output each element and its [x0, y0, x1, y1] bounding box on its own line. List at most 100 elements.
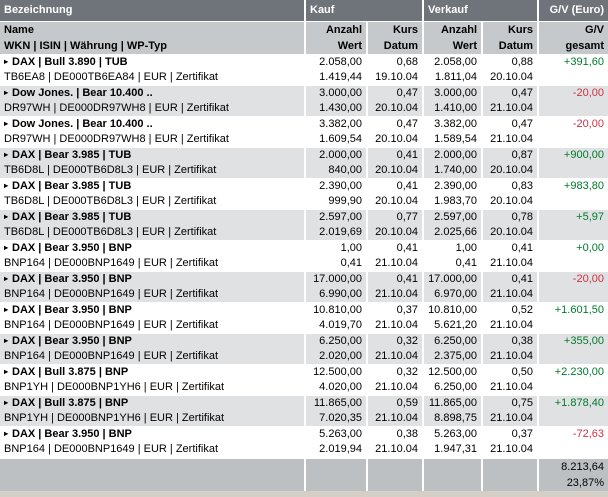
expand-arrow-icon[interactable]: ▸	[4, 88, 9, 97]
position-name-cell[interactable]: ▸ Dow Jones. | Bear 10.400 .. DR97WH | DE…	[0, 117, 304, 147]
kauf-kurs: 0,47	[396, 118, 418, 130]
kauf-anzahl: 5.263,00	[319, 428, 362, 440]
table-row[interactable]: ▸ DAX | Bull 3.875 | BNP BNP1YH | DE000BN…	[0, 365, 608, 395]
verkauf-anzahl-wert-cell: 10.810,00 5.621,20	[422, 303, 481, 333]
table-row[interactable]: ▸ DAX | Bear 3.985 | TUB TB6D8L | DE000TB…	[0, 148, 608, 178]
expand-arrow-icon[interactable]: ▸	[4, 398, 9, 407]
footer-gv-cell: 8.213,64 23,87%	[537, 459, 608, 491]
expand-arrow-icon[interactable]: ▸	[4, 429, 9, 438]
kauf-anzahl-wert-cell: 17.000,00 6.990,00	[304, 272, 366, 302]
verkauf-kurs-datum-cell: 0,83 20.10.04	[481, 179, 537, 209]
gv-cell: +983,80	[537, 179, 608, 209]
position-name-cell[interactable]: ▸ Dow Jones. | Bear 10.400 .. DR97WH | DE…	[0, 86, 304, 116]
table-row[interactable]: ▸ DAX | Bear 3.985 | TUB TB6D8L | DE000TB…	[0, 179, 608, 209]
position-name-cell[interactable]: ▸ DAX | Bear 3.985 | TUB TB6D8L | DE000TB…	[0, 148, 304, 178]
expand-arrow-icon[interactable]: ▸	[4, 119, 9, 128]
position-name-cell[interactable]: ▸ DAX | Bear 3.950 | BNP BNP164 | DE000BN…	[0, 303, 304, 333]
expand-arrow-icon[interactable]: ▸	[4, 336, 9, 345]
position-name-cell[interactable]: ▸ DAX | Bear 3.985 | TUB TB6D8L | DE000TB…	[0, 179, 304, 209]
kauf-datum: 19.10.04	[375, 71, 418, 83]
kauf-kurs: 0,32	[396, 335, 418, 347]
position-name: DAX | Bear 3.950 | BNP	[12, 242, 132, 254]
verkauf-anzahl: 12.500,00	[428, 366, 477, 378]
table-row[interactable]: ▸ DAX | Bear 3.950 | BNP BNP164 | DE000BN…	[0, 334, 608, 364]
verkauf-anzahl: 1,00	[455, 242, 477, 254]
table-row[interactable]: ▸ Dow Jones. | Bear 10.400 .. DR97WH | DE…	[0, 86, 608, 116]
expand-arrow-icon[interactable]: ▸	[4, 150, 9, 159]
gv-cell: -20,00	[537, 86, 608, 116]
position-name-cell[interactable]: ▸ DAX | Bear 3.950 | BNP BNP164 | DE000BN…	[0, 334, 304, 364]
verkauf-kurs-datum-cell: 0,78 20.10.04	[481, 210, 537, 240]
table-row[interactable]: ▸ Dow Jones. | Bear 10.400 .. DR97WH | DE…	[0, 117, 608, 147]
kauf-datum: 21.10.04	[375, 288, 418, 300]
verkauf-wert: 1.983,70	[434, 195, 477, 207]
verkauf-kurs: 0,52	[511, 304, 533, 316]
gv-cell: +391,60	[537, 55, 608, 85]
kauf-datum: 21.10.04	[375, 381, 418, 393]
kauf-anzahl-wert-cell: 1,00 0,41	[304, 241, 366, 271]
verkauf-kurs: 0,75	[511, 397, 533, 409]
position-name-cell[interactable]: ▸ DAX | Bear 3.950 | BNP BNP164 | DE000BN…	[0, 241, 304, 271]
verkauf-anzahl-wert-cell: 2.058,00 1.811,04	[422, 55, 481, 85]
kauf-kurs-datum-cell: 0,32 21.10.04	[366, 334, 422, 364]
expand-arrow-icon[interactable]: ▸	[4, 181, 9, 190]
position-name-cell[interactable]: ▸ DAX | Bull 3.875 | BNP BNP1YH | DE000BN…	[0, 365, 304, 395]
expand-arrow-icon[interactable]: ▸	[4, 274, 9, 283]
verkauf-anzahl-wert-cell: 17.000,00 6.970,00	[422, 272, 481, 302]
verkauf-anzahl-wert-cell: 2.597,00 2.025,66	[422, 210, 481, 240]
kauf-datum: 21.10.04	[375, 319, 418, 331]
kauf-wert: 1.419,44	[319, 71, 362, 83]
verkauf-wert: 2.025,66	[434, 226, 477, 238]
verkauf-anzahl-wert-cell: 2.000,00 1.740,00	[422, 148, 481, 178]
verkauf-datum: 21.10.04	[490, 288, 533, 300]
verkauf-wert: 6.970,00	[434, 288, 477, 300]
gv-value: -72,63	[572, 428, 604, 440]
expand-arrow-icon[interactable]: ▸	[4, 367, 9, 376]
table-row[interactable]: ▸ DAX | Bear 3.950 | BNP BNP164 | DE000BN…	[0, 427, 608, 457]
position-name-cell[interactable]: ▸ DAX | Bear 3.985 | TUB TB6D8L | DE000TB…	[0, 210, 304, 240]
gv-cell: +2.230,00	[537, 365, 608, 395]
verkauf-kurs-datum-cell: 0,87 20.10.04	[481, 148, 537, 178]
kauf-anzahl-wert-cell: 2.390,00 999,90	[304, 179, 366, 209]
kauf-kurs: 0,47	[396, 87, 418, 99]
expand-arrow-icon[interactable]: ▸	[4, 57, 9, 66]
subheader-wkn: WKN | ISIN | Währung | WP-Typ	[4, 40, 168, 52]
table-row[interactable]: ▸ DAX | Bear 3.950 | BNP BNP164 | DE000BN…	[0, 303, 608, 333]
table-row[interactable]: ▸ DAX | Bull 3.890 | TUB TB6EA8 | DE000TB…	[0, 55, 608, 85]
kauf-anzahl: 3.382,00	[319, 118, 362, 130]
position-details: BNP164 | DE000BNP1649 | EUR | Zertifikat	[4, 288, 219, 300]
kauf-kurs: 0,37	[396, 304, 418, 316]
verkauf-anzahl-wert-cell: 5.263,00 1.947,31	[422, 427, 481, 457]
verkauf-anzahl: 3.382,00	[434, 118, 477, 130]
kauf-anzahl-wert-cell: 2.000,00 840,00	[304, 148, 366, 178]
table-row[interactable]: ▸ DAX | Bear 3.950 | BNP BNP164 | DE000BN…	[0, 272, 608, 302]
header-verkauf: Verkauf	[422, 0, 537, 21]
verkauf-kurs: 0,83	[511, 180, 533, 192]
position-details: DR97WH | DE000DR97WH8 | EUR | Zertifikat	[4, 102, 229, 114]
kauf-wert: 4.020,00	[319, 381, 362, 393]
header-kauf: Kauf	[304, 0, 422, 21]
gv-total: 8.213,64	[561, 461, 604, 473]
kauf-wert: 4.019,70	[319, 319, 362, 331]
kauf-anzahl-wert-cell: 11.865,00 7.020,35	[304, 396, 366, 426]
expand-arrow-icon[interactable]: ▸	[4, 243, 9, 252]
verkauf-wert: 8.898,75	[434, 412, 477, 424]
verkauf-kurs: 0,47	[511, 118, 533, 130]
position-name-cell[interactable]: ▸ DAX | Bull 3.890 | TUB TB6EA8 | DE000TB…	[0, 55, 304, 85]
table-row[interactable]: ▸ DAX | Bull 3.875 | BNP BNP1YH | DE000BN…	[0, 396, 608, 426]
expand-arrow-icon[interactable]: ▸	[4, 212, 9, 221]
table-row[interactable]: ▸ DAX | Bear 3.950 | BNP BNP164 | DE000BN…	[0, 241, 608, 271]
position-name-cell[interactable]: ▸ DAX | Bull 3.875 | BNP BNP1YH | DE000BN…	[0, 396, 304, 426]
table-row[interactable]: ▸ DAX | Bear 3.985 | TUB TB6D8L | DE000TB…	[0, 210, 608, 240]
kauf-anzahl-wert-cell: 2.597,00 2.019,69	[304, 210, 366, 240]
position-name-cell[interactable]: ▸ DAX | Bear 3.950 | BNP BNP164 | DE000BN…	[0, 272, 304, 302]
position-name: DAX | Bull 3.875 | BNP	[12, 397, 129, 409]
verkauf-kurs: 0,41	[511, 242, 533, 254]
kauf-datum: 21.10.04	[375, 412, 418, 424]
gv-value: -20,00	[572, 87, 604, 99]
position-name-cell[interactable]: ▸ DAX | Bear 3.950 | BNP BNP164 | DE000BN…	[0, 427, 304, 457]
verkauf-kurs-datum-cell: 0,41 21.10.04	[481, 272, 537, 302]
expand-arrow-icon[interactable]: ▸	[4, 305, 9, 314]
kauf-datum: 21.10.04	[375, 443, 418, 455]
kauf-anzahl-wert-cell: 6.250,00 2.020,00	[304, 334, 366, 364]
